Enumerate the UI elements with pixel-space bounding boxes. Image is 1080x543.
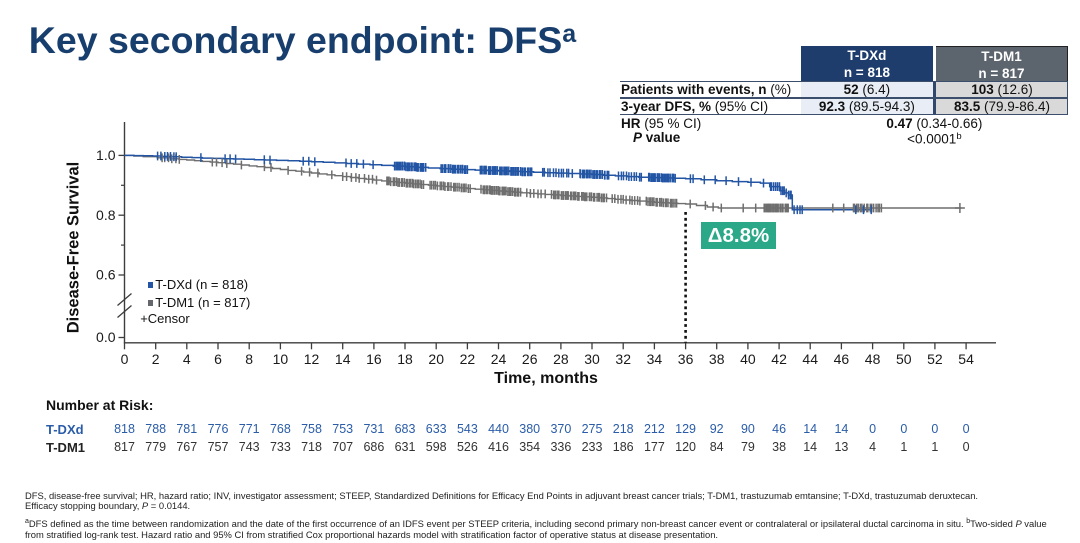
svg-text:32: 32 [615,351,631,367]
svg-text:44: 44 [802,351,818,367]
svg-text:8: 8 [245,351,253,367]
svg-text:22: 22 [460,351,476,367]
svg-text:40: 40 [740,351,756,367]
svg-text:0.6: 0.6 [96,267,116,283]
svg-text:0.0: 0.0 [96,329,116,345]
svg-text:26: 26 [522,351,538,367]
svg-text:28: 28 [553,351,569,367]
svg-text:10: 10 [273,351,289,367]
svg-text:16: 16 [366,351,382,367]
svg-text:52: 52 [927,351,943,367]
svg-text:18: 18 [397,351,413,367]
svg-text:12: 12 [304,351,320,367]
svg-text:4: 4 [183,351,191,367]
svg-text:38: 38 [709,351,725,367]
svg-text:34: 34 [647,351,663,367]
svg-text:42: 42 [771,351,787,367]
svg-text:54: 54 [958,351,974,367]
svg-text:0.8: 0.8 [96,207,116,223]
svg-text:30: 30 [584,351,600,367]
svg-text:36: 36 [678,351,694,367]
svg-text:48: 48 [865,351,881,367]
svg-text:14: 14 [335,351,351,367]
svg-text:20: 20 [428,351,444,367]
svg-text:0: 0 [121,351,129,367]
svg-text:50: 50 [896,351,912,367]
svg-text:1.0: 1.0 [96,147,116,163]
svg-text:2: 2 [152,351,160,367]
svg-text:46: 46 [834,351,850,367]
svg-text:6: 6 [214,351,222,367]
svg-text:24: 24 [491,351,507,367]
